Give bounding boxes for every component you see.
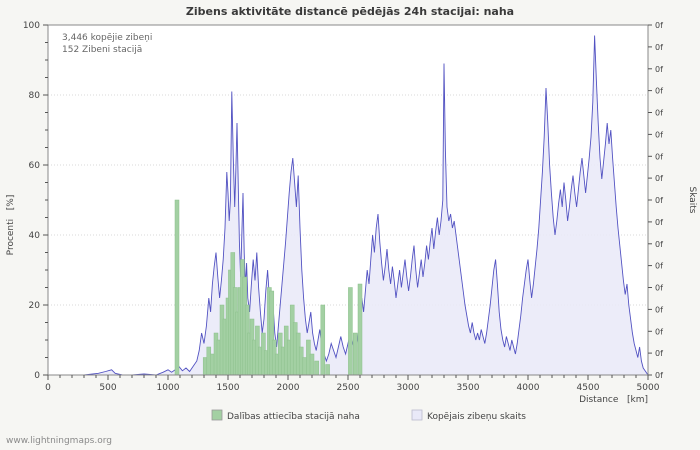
y-tick-label: 60 <box>29 161 41 171</box>
x-axis-title: Distance [km] <box>579 395 648 405</box>
x-tick-label: 4000 <box>517 383 540 393</box>
legend: Dalības attiecība stacijā naha Kopējais … <box>211 409 526 422</box>
x-tick-label: 2500 <box>337 383 360 393</box>
right-tick-label: 0f <box>655 87 663 96</box>
legend-label-total: Kopējais zibeņu skaits <box>427 412 526 422</box>
right-axis-title: Skaits <box>687 187 697 214</box>
y-tick-label: 80 <box>29 91 41 101</box>
annotation-station-lightning: 152 Zibeni stacijā <box>62 45 142 55</box>
right-tick-label: 0f <box>655 65 663 74</box>
right-y-axis: 0f 0f 0f 0f 0f 0f 0f 0f 0f 0f 0f 0f 0f 0f 0f 0f 0f <box>648 21 663 380</box>
right-tick-label: 0f <box>655 349 663 358</box>
x-tick-label: 0 <box>45 383 51 393</box>
participation-bar <box>309 353 315 376</box>
right-tick-label: 0f <box>655 196 663 205</box>
participation-bar <box>174 199 180 376</box>
right-tick-label: 0f <box>655 327 663 336</box>
participation-bar <box>357 283 363 376</box>
right-tick-label: 0f <box>655 371 663 380</box>
legend-swatch-participation <box>211 409 223 421</box>
participation-series <box>174 199 363 376</box>
x-tick-label: 5000 <box>637 383 660 393</box>
gridlines-layer <box>48 94 648 306</box>
right-tick-label: 0f <box>655 218 663 227</box>
footer-watermark: www.lightningmaps.org <box>6 436 112 446</box>
right-tick-label: 0f <box>655 240 663 249</box>
left-y-axis: 0 20 40 60 80 100 <box>23 21 48 381</box>
right-tick-label: 0f <box>655 284 663 293</box>
x-tick-label: 1000 <box>157 383 180 393</box>
right-tick-label: 0f <box>655 262 663 271</box>
right-tick-label: 0f <box>655 130 663 139</box>
participation-bar <box>314 360 320 376</box>
right-tick-label: 0f <box>655 152 663 161</box>
left-axis-title: Procenti [%] <box>6 195 16 256</box>
y-tick-label: 0 <box>34 371 40 381</box>
total-lightning-series <box>48 35 649 376</box>
x-tick-label: 3000 <box>397 383 420 393</box>
legend-label-participation: Dalības attiecība stacijā naha <box>227 412 360 422</box>
right-tick-label: 0f <box>655 305 663 314</box>
participation-bar <box>320 304 326 376</box>
x-tick-label: 2000 <box>277 383 300 393</box>
total-lightning-line <box>48 35 649 376</box>
right-tick-label: 0f <box>655 109 663 118</box>
x-tick-label: 1500 <box>217 383 240 393</box>
chart-title: Zibens aktivitāte distancē pēdējās 24h s… <box>186 5 514 18</box>
legend-swatch-total <box>411 409 423 421</box>
y-tick-label: 100 <box>23 21 40 31</box>
right-tick-label: 0f <box>655 43 663 52</box>
participation-bar <box>325 364 330 376</box>
x-tick-label: 4500 <box>577 383 600 393</box>
annotation-total-lightning: 3,446 kopējie zibeņi <box>62 33 152 43</box>
total-lightning-area <box>48 35 648 375</box>
x-tick-label: 3500 <box>457 383 480 393</box>
y-tick-label: 40 <box>29 231 41 241</box>
participation-bar <box>352 332 358 376</box>
right-tick-label: 0f <box>655 21 663 30</box>
y-tick-label: 20 <box>29 301 41 311</box>
x-axis: 0 500 1000 1500 2000 2500 3000 3500 4000 4500 5000 <box>45 375 660 393</box>
right-tick-label: 0f <box>655 174 663 183</box>
participation-bar <box>348 287 353 376</box>
x-tick-label: 500 <box>99 383 116 393</box>
